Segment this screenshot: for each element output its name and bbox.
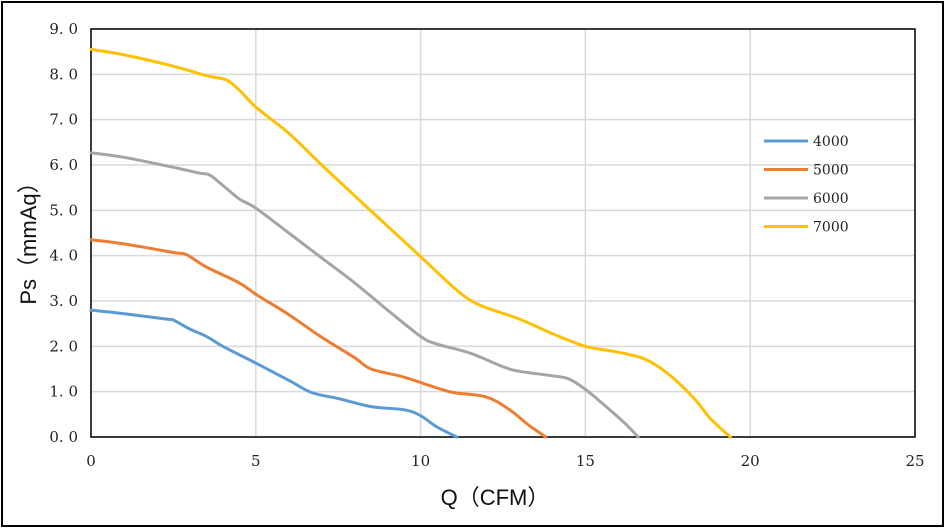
y-tick-label: 6. 0 bbox=[49, 156, 78, 174]
y-tick-label: 7. 0 bbox=[49, 111, 78, 129]
gridlines bbox=[90, 28, 916, 438]
legend-label-6000: 6000 bbox=[813, 191, 849, 207]
legend-label-4000: 4000 bbox=[813, 134, 849, 150]
y-tick-label: 4. 0 bbox=[49, 247, 78, 265]
series-line-6000 bbox=[89, 151, 640, 439]
series-line-7000 bbox=[89, 47, 732, 439]
series-line-4000 bbox=[89, 308, 459, 439]
series-line-5000 bbox=[89, 238, 548, 439]
y-tick-label: 9. 0 bbox=[49, 20, 78, 38]
plot-area bbox=[90, 28, 916, 438]
y-axis-title: Ps（mmAq） bbox=[16, 171, 41, 304]
y-tick-label: 2. 0 bbox=[49, 337, 78, 355]
y-tick-label: 5. 0 bbox=[49, 201, 78, 219]
plot-border bbox=[90, 28, 916, 438]
y-tick-label: 3. 0 bbox=[49, 292, 78, 310]
x-tick-label: 10 bbox=[411, 452, 430, 470]
y-tick-label: 8. 0 bbox=[49, 65, 78, 83]
x-tick-label: 0 bbox=[86, 452, 96, 470]
y-tick-label: 0. 0 bbox=[49, 428, 78, 446]
legend-label-7000: 7000 bbox=[813, 220, 849, 236]
tick-labels: 0. 0 1. 0 2. 0 3. 0 4. 0 5. 0 6. 0 7. 0 8. 0 9. 0… bbox=[49, 20, 924, 470]
x-tick-label: 5 bbox=[251, 452, 261, 470]
x-tick-label: 25 bbox=[905, 452, 924, 470]
x-tick-label: 15 bbox=[576, 452, 595, 470]
y-tick-label: 1. 0 bbox=[49, 383, 78, 401]
x-tick-label: 20 bbox=[741, 452, 760, 470]
series-lines bbox=[89, 47, 732, 439]
x-axis-title: Q（CFM） bbox=[441, 485, 550, 510]
legend: 4000 5000 6000 7000 bbox=[764, 134, 849, 236]
legend-label-5000: 5000 bbox=[813, 163, 849, 179]
